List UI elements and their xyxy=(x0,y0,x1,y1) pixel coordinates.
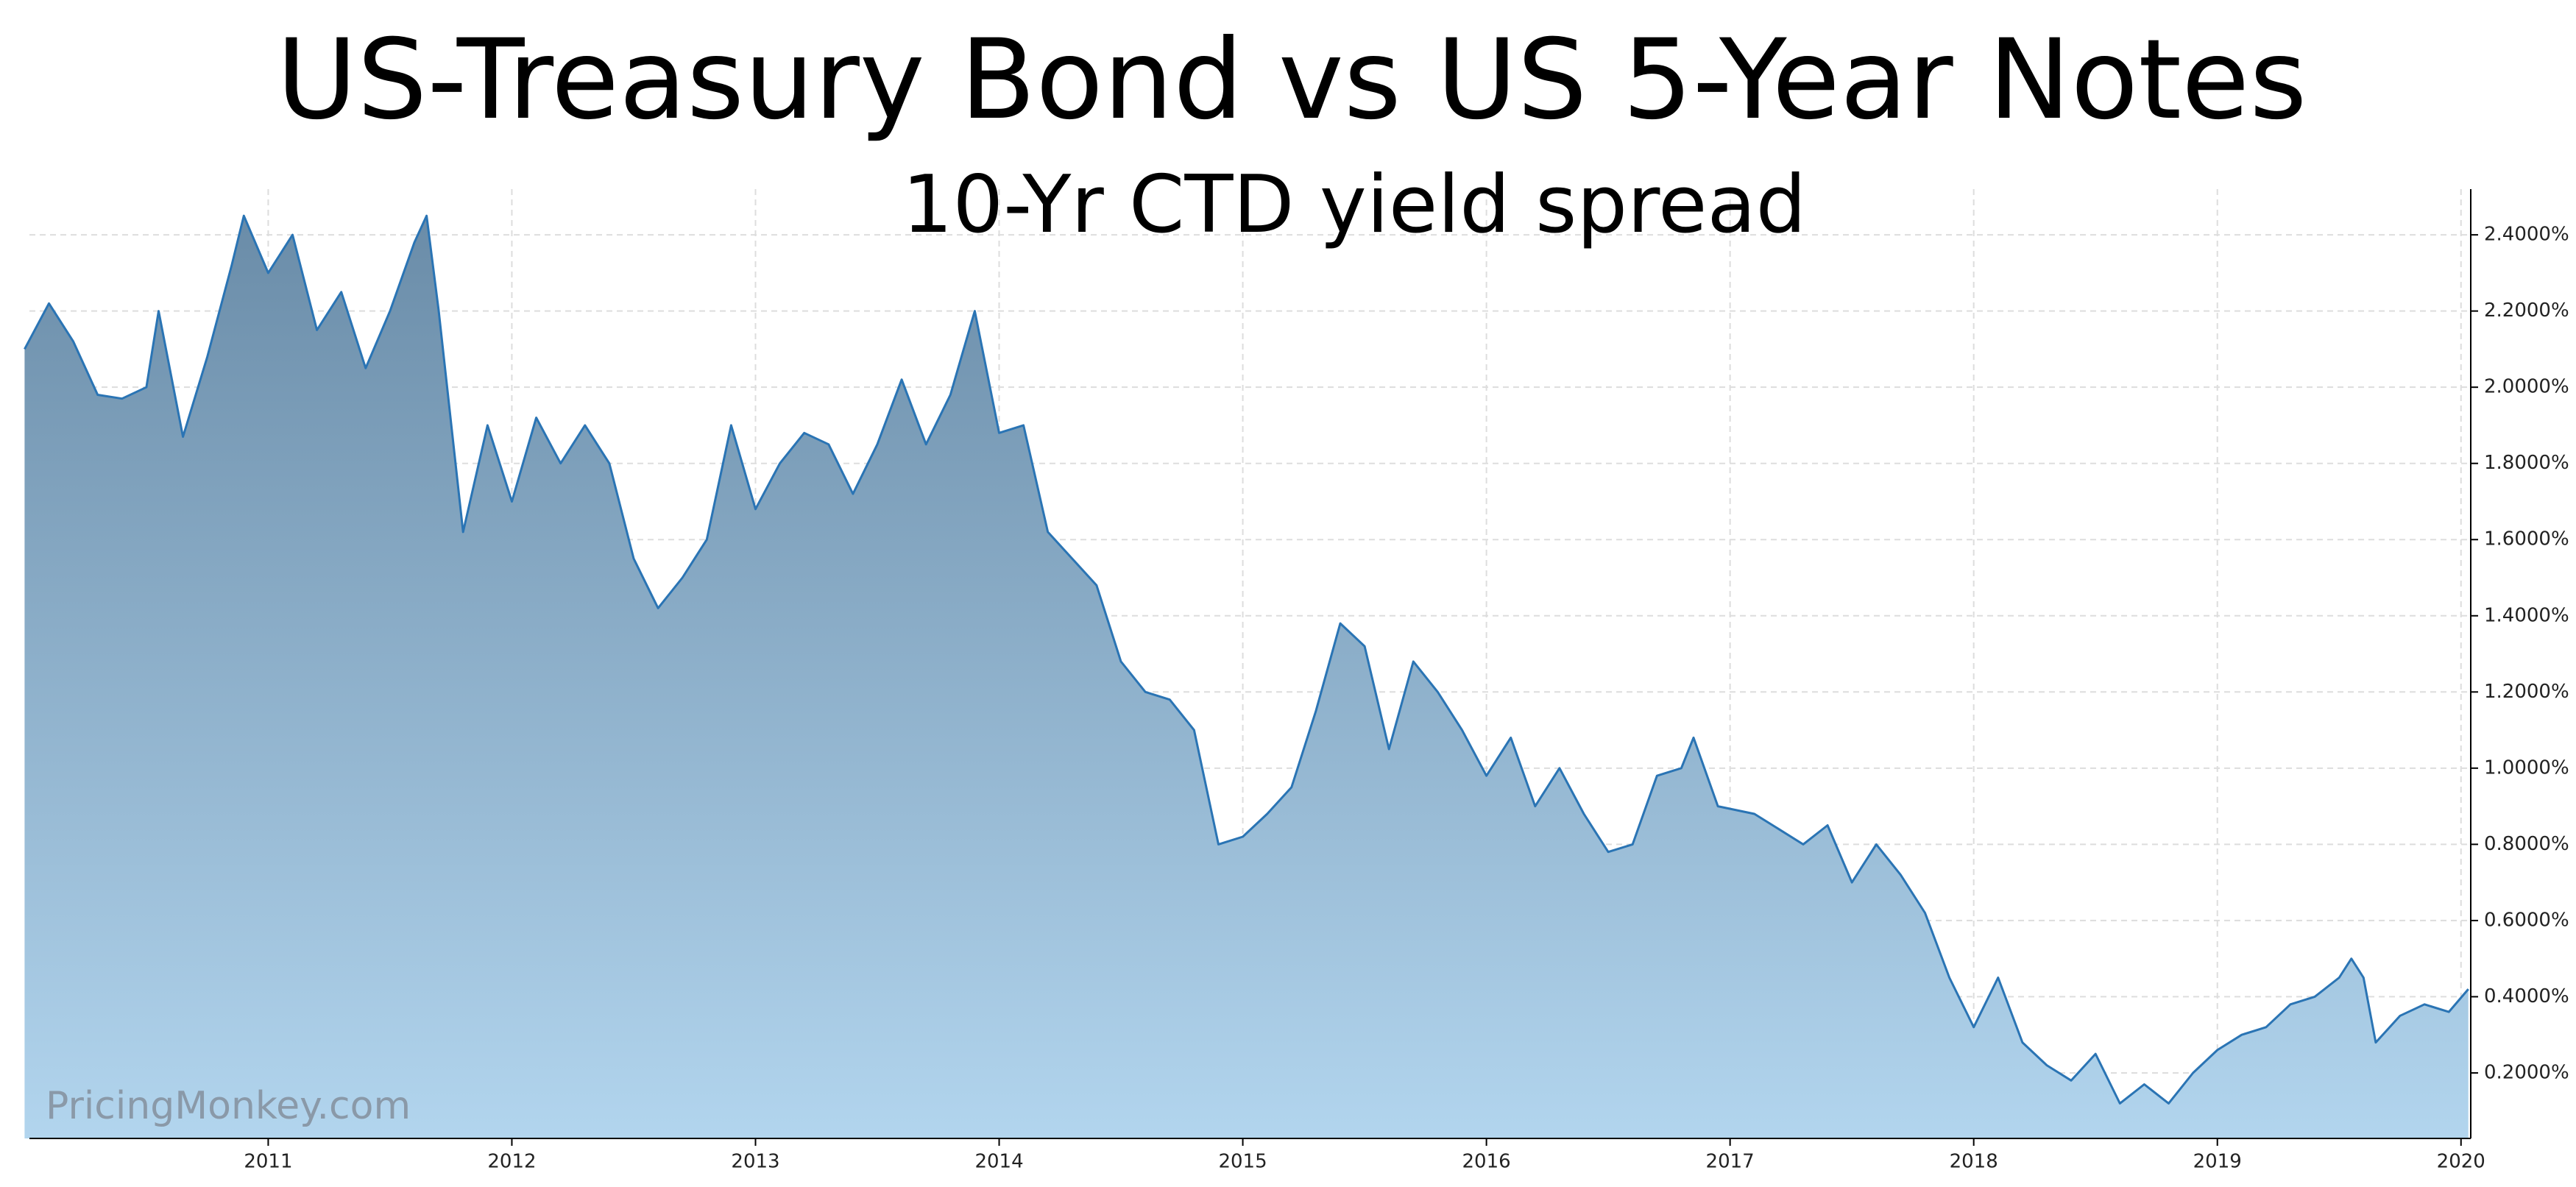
y-tick-label: 1.8000% xyxy=(2484,452,2569,474)
x-tick-label: 2020 xyxy=(2437,1151,2485,1173)
watermark: PricingMonkey.com xyxy=(46,1084,411,1128)
x-tick-label: 2018 xyxy=(1950,1151,1998,1173)
y-tick-label: 2.4000% xyxy=(2484,224,2569,246)
x-tick-label: 2017 xyxy=(1706,1151,1755,1173)
y-tick-label: 0.6000% xyxy=(2484,909,2569,931)
y-tick-label: 2.2000% xyxy=(2484,300,2569,322)
x-tick-label: 2013 xyxy=(731,1151,779,1173)
area xyxy=(24,216,2469,1139)
plot xyxy=(24,214,2469,1139)
y-tick-label: 1.6000% xyxy=(2484,528,2569,550)
y-tick-label: 1.2000% xyxy=(2484,681,2569,703)
chart-subtitle: 10-Yr CTD yield spread xyxy=(902,159,1806,251)
x-tick-label: 2015 xyxy=(1218,1151,1267,1173)
y-tick-label: 0.4000% xyxy=(2484,985,2569,1007)
x-tick-label: 2014 xyxy=(974,1151,1023,1173)
x-tick-label: 2012 xyxy=(487,1151,536,1173)
y-tick-label: 0.2000% xyxy=(2484,1061,2569,1083)
x-tick-label: 2019 xyxy=(2193,1151,2242,1173)
line xyxy=(24,214,2469,1105)
y-tick-label: 0.8000% xyxy=(2484,833,2569,855)
x-tick-label: 2011 xyxy=(244,1151,292,1173)
y-tick-label: 1.4000% xyxy=(2484,604,2569,626)
y-tick-label: 2.0000% xyxy=(2484,376,2569,398)
chart-title: US-Treasury Bond vs US 5-Year Notes xyxy=(276,16,2307,144)
axes: 0.2000% 0.4000% 0.6000% 0.8000% 1.0000% 1.200… xyxy=(29,189,2569,1173)
y-tick-label: 1.0000% xyxy=(2484,757,2569,779)
x-tick-label: 2016 xyxy=(1462,1151,1511,1173)
